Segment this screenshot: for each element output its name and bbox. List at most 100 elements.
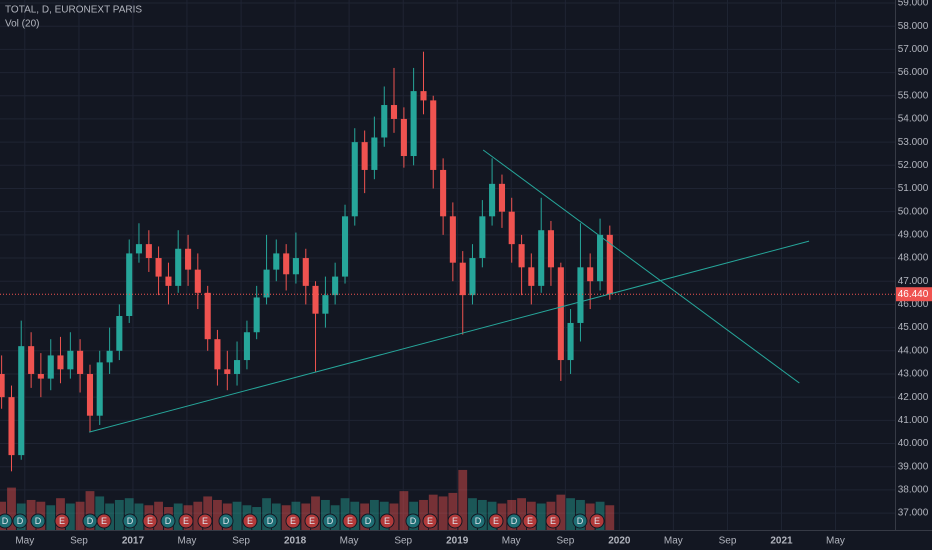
candle-body bbox=[47, 355, 54, 379]
volume-bar bbox=[419, 499, 428, 530]
event-marker bbox=[447, 513, 463, 529]
candle-body bbox=[135, 244, 142, 254]
candle-body bbox=[243, 332, 250, 361]
candle-body bbox=[371, 137, 378, 170]
event-label: E bbox=[427, 516, 433, 526]
event-marker bbox=[285, 513, 301, 529]
x-tick-label: May bbox=[15, 536, 34, 547]
event-marker bbox=[488, 513, 504, 529]
y-tick-label: 56.000 bbox=[898, 67, 929, 78]
candle-body bbox=[469, 258, 476, 296]
candle-body bbox=[165, 276, 172, 286]
x-tick-label: 2021 bbox=[770, 536, 793, 547]
x-tick-label: May bbox=[177, 536, 196, 547]
volume-bar bbox=[271, 503, 281, 530]
volume-bar bbox=[154, 501, 163, 530]
event-marker bbox=[572, 513, 588, 529]
volume-bar bbox=[85, 491, 95, 530]
volume-bar bbox=[438, 496, 448, 530]
overlay bbox=[0, 149, 895, 433]
price-axis-bg bbox=[895, 0, 932, 550]
event-marker bbox=[360, 513, 376, 529]
event-label: E bbox=[594, 516, 600, 526]
x-tick-label: 2018 bbox=[284, 536, 307, 547]
candle-body bbox=[57, 355, 64, 370]
event-marker bbox=[178, 513, 194, 529]
x-tick-label: 2019 bbox=[446, 536, 469, 547]
event-label: E bbox=[527, 516, 533, 526]
event-label: E bbox=[59, 516, 65, 526]
event-label: D bbox=[577, 516, 584, 526]
event-marker bbox=[422, 513, 438, 529]
event-marker bbox=[96, 513, 112, 529]
candle-body bbox=[155, 258, 162, 277]
event-marker bbox=[242, 513, 258, 529]
candle-body bbox=[547, 230, 554, 268]
candle-body bbox=[577, 267, 584, 323]
volume-bar bbox=[605, 505, 615, 530]
candle-body bbox=[302, 258, 309, 286]
candle-body bbox=[361, 142, 368, 170]
candle-body bbox=[400, 118, 407, 157]
y-tick-label: 48.000 bbox=[898, 253, 929, 264]
y-tick-label: 46.000 bbox=[898, 299, 929, 310]
x-tick-label: May bbox=[502, 536, 521, 547]
candle-body bbox=[86, 373, 94, 416]
candle-body bbox=[283, 253, 290, 275]
volume-bar bbox=[556, 494, 566, 530]
candle-body bbox=[528, 267, 535, 286]
event-label: E bbox=[147, 516, 153, 526]
volume-bar bbox=[301, 503, 311, 530]
candle-body bbox=[116, 316, 123, 351]
event-label: E bbox=[183, 516, 189, 526]
event-marker bbox=[30, 513, 46, 529]
last-price-label: 46.440 bbox=[898, 289, 929, 300]
event-marker bbox=[304, 513, 320, 529]
candle-body bbox=[381, 105, 388, 138]
volume-bar bbox=[536, 503, 546, 530]
volume-bar bbox=[311, 496, 320, 530]
candles bbox=[0, 51, 613, 472]
event-label: E bbox=[101, 516, 107, 526]
volume-bar bbox=[428, 494, 438, 530]
candle-body bbox=[489, 183, 496, 217]
candle-body bbox=[28, 346, 35, 374]
volume-bar bbox=[369, 499, 379, 530]
candle-body bbox=[263, 269, 270, 298]
y-tick-label: 59.000 bbox=[898, 0, 929, 9]
event-marker bbox=[218, 513, 234, 529]
x-tick-label: May bbox=[826, 536, 845, 547]
candle-body bbox=[390, 105, 398, 119]
volume-bar bbox=[262, 498, 271, 530]
volume-bar bbox=[585, 503, 595, 530]
volume-bar bbox=[340, 498, 350, 530]
indicator-label: Vol (20) bbox=[5, 19, 39, 30]
event-label: E bbox=[384, 516, 390, 526]
candle-body bbox=[597, 234, 604, 282]
y-tick-label: 41.000 bbox=[898, 415, 929, 426]
candle-body bbox=[67, 350, 74, 370]
y-tick-label: 38.000 bbox=[898, 485, 929, 496]
y-tick-label: 52.000 bbox=[898, 160, 929, 171]
event-marker bbox=[522, 513, 538, 529]
volume-bar bbox=[389, 503, 399, 530]
event-label: D bbox=[127, 516, 134, 526]
volume-bar bbox=[95, 496, 105, 530]
volume-bar bbox=[193, 501, 203, 530]
volume-bar bbox=[517, 498, 527, 530]
event-marker bbox=[54, 513, 70, 529]
candle-body bbox=[567, 322, 574, 361]
y-tick-label: 47.000 bbox=[898, 276, 929, 287]
event-label: E bbox=[290, 516, 296, 526]
candle-body bbox=[498, 183, 506, 212]
candle-body bbox=[322, 295, 329, 314]
event-marker bbox=[470, 513, 486, 529]
candle-body bbox=[508, 211, 515, 245]
y-tick-label: 40.000 bbox=[898, 438, 929, 449]
event-label: E bbox=[452, 516, 458, 526]
event-marker bbox=[589, 513, 605, 529]
event-marker bbox=[12, 513, 28, 529]
